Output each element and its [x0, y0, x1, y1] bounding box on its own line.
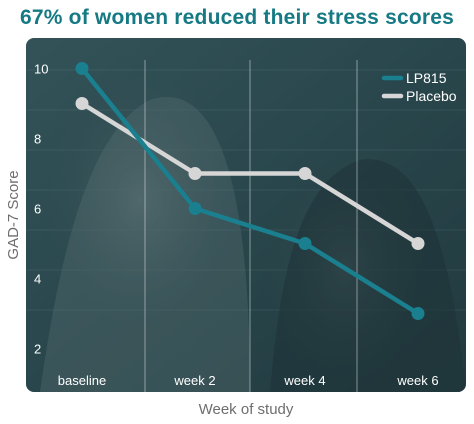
legend-label-lp815: LP815	[406, 70, 447, 86]
background-photo	[26, 38, 466, 392]
x-tick-label-week-6: week 6	[396, 373, 438, 388]
y-tick-label-2: 2	[34, 342, 41, 357]
data-point-placebo-3	[298, 167, 312, 180]
legend-label-placebo: Placebo	[406, 88, 457, 104]
y-axis-title: GAD-7 Score	[5, 170, 22, 259]
x-tick-label-week-2: week 2	[173, 373, 215, 388]
x-axis-title: Week of study	[199, 401, 294, 418]
chart-title: 67% of women reduced their stress scores	[20, 6, 454, 29]
y-tick-labels: 2 4 6 8 10	[34, 62, 48, 357]
data-point-lp815-3	[298, 237, 312, 250]
legend: LP815 Placebo	[381, 70, 457, 104]
series-points	[75, 62, 425, 320]
data-point-placebo-2	[188, 167, 202, 180]
data-point-placebo-4	[411, 237, 425, 250]
x-tick-labels: baseline week 2 week 4 week 6	[58, 373, 439, 388]
y-tick-label-8: 8	[34, 132, 41, 147]
x-tick-label-baseline: baseline	[58, 373, 106, 388]
y-tick-label-6: 6	[34, 202, 41, 217]
data-point-lp815-1	[75, 62, 89, 75]
data-point-lp815-4	[411, 307, 425, 320]
series-lines	[79, 66, 421, 316]
y-tick-label-4: 4	[34, 272, 41, 287]
series-line-lp815	[79, 66, 421, 316]
data-point-placebo-1	[75, 97, 89, 110]
data-point-lp815-2	[188, 202, 202, 215]
x-tick-label-week-4: week 4	[283, 373, 325, 388]
y-tick-label-10: 10	[34, 62, 48, 77]
